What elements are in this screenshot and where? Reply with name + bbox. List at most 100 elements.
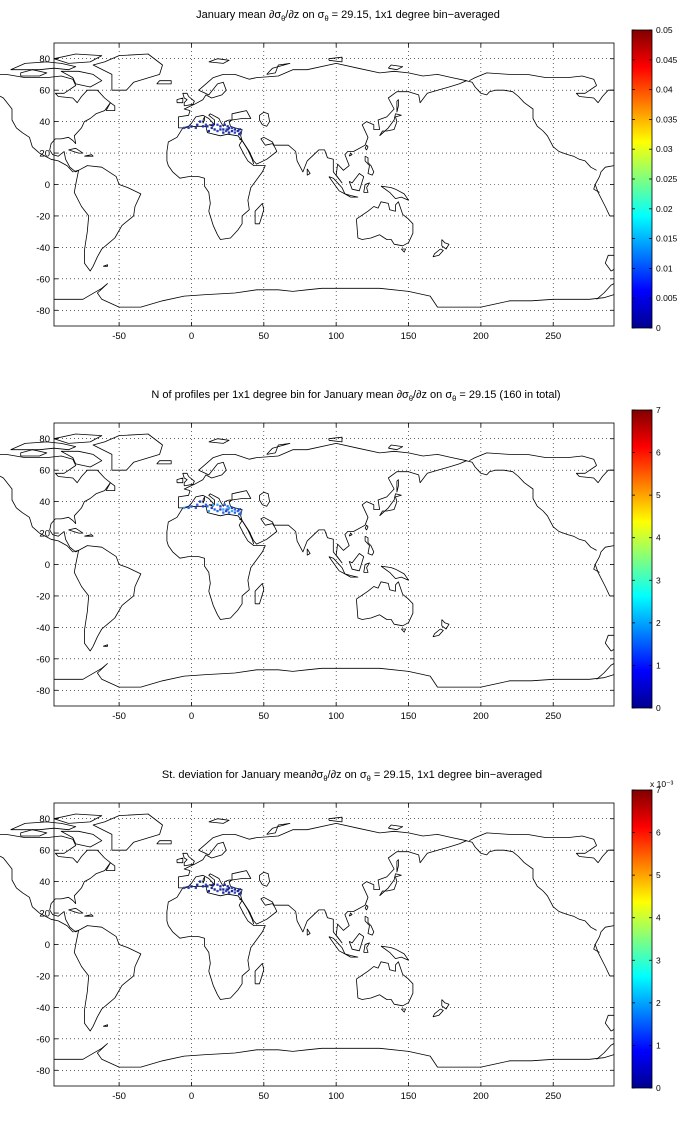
bin-cell [222, 508, 225, 511]
coastline-svalbard [208, 438, 230, 444]
y-tick-label: -80 [36, 686, 50, 697]
y-tick-label: 80 [39, 814, 50, 825]
x-tick-label: 150 [401, 331, 417, 342]
bin-cell [210, 126, 213, 130]
colorbar-tick-label: 0 [656, 1083, 661, 1093]
coastline-sumatra [328, 936, 346, 955]
x-tick-label: 250 [545, 711, 561, 722]
bin-cell [216, 883, 219, 886]
bin-cell [227, 131, 231, 134]
coastline-taiwan [364, 904, 369, 911]
coastline-hainan [348, 912, 353, 917]
coastline-hudson-east [576, 845, 614, 864]
y-tick-label: -80 [36, 1066, 50, 1077]
bin-cell [238, 128, 241, 131]
coastline-new-zealand-north [441, 999, 450, 1010]
coastline-eurasia [177, 823, 467, 944]
colorbar-tick-label: 2 [656, 618, 661, 628]
y-tick-label: -40 [36, 1003, 50, 1014]
coastline-cuba [68, 527, 84, 534]
y-tick-label: 20 [39, 909, 50, 920]
coastlines [0, 53, 615, 308]
coastline-great-britain [182, 852, 195, 867]
x-tick-label: 50 [259, 711, 270, 722]
y-tick-label: 40 [39, 117, 50, 128]
map-axes: -50 0 50 100 150 200 250 -80 -60 -40 -20 0 20 40 60 80 [0, 422, 615, 722]
coastline-hainan [348, 532, 353, 537]
coastline-new-siberian-islands [388, 64, 404, 71]
colorbar-exponent: x 10⁻³ [650, 779, 674, 789]
coastline-tasmania [401, 628, 407, 633]
coastline-novaya-zemlya [266, 823, 291, 835]
y-tick-label: -80 [36, 306, 50, 317]
y-tick-label: 60 [39, 86, 50, 97]
coastline-caspian-sea [259, 111, 271, 127]
binned-cells [183, 500, 242, 516]
bin-cell [219, 505, 222, 508]
coastline-baffin [60, 70, 103, 88]
colorbar-tick-label: 0 [656, 323, 661, 333]
bin-cell [226, 508, 229, 511]
coastline-south-tip [604, 634, 615, 652]
coastline-andes-east [593, 925, 615, 953]
x-tick-label: 150 [401, 711, 417, 722]
bin-cell [230, 126, 234, 130]
coastline-antarctic-peninsula-east [596, 1043, 615, 1060]
coastline-novaya-zemlya [266, 63, 291, 75]
coastline-greenland [92, 813, 163, 851]
bin-cell [227, 126, 231, 130]
x-tick-label: 50 [259, 1091, 270, 1102]
bin-cell [183, 126, 186, 130]
coastline-south-america [73, 925, 142, 1032]
colorbar-tick-label: 1 [656, 660, 661, 670]
y-tick-label: 40 [39, 877, 50, 888]
bin-cell [238, 508, 241, 511]
x-tick-label: -50 [112, 1091, 126, 1102]
y-tick-label: -40 [36, 243, 50, 254]
coastline-borneo [348, 553, 365, 572]
colorbar-tick-label: 4 [656, 913, 661, 923]
coastline-north-america [0, 834, 111, 933]
coastline-new-zealand-south [432, 1008, 444, 1018]
bin-cell [219, 125, 222, 128]
x-tick-label: -50 [112, 331, 126, 342]
coastline-taiwan [364, 144, 369, 151]
coastline-new-guinea [380, 185, 409, 201]
coastline-taiwan [364, 524, 369, 531]
coastline-hispaniola [84, 154, 94, 157]
panel-mean-gradient: January mean ∂σθ/∂z on σθ = 29.15, 1x1 d… [0, 9, 678, 342]
coastline-black-sea [231, 870, 252, 881]
colorbar-tick-label: 2 [656, 998, 661, 1008]
bin-cell [233, 888, 237, 891]
coastline-ellesmere [53, 53, 103, 64]
bin-cell [183, 886, 186, 890]
bin-cell [226, 505, 229, 508]
bin-cell [213, 128, 216, 131]
y-tick-label: 0 [45, 560, 50, 571]
x-tick-label: 0 [189, 331, 194, 342]
coastline-baffin [60, 450, 103, 468]
bin-cell [225, 889, 228, 893]
coastline-madagascar [254, 583, 265, 605]
bin-cell [236, 129, 239, 133]
y-tick-label: -60 [36, 274, 50, 285]
coastline-greenland [92, 53, 163, 91]
bin-cell [236, 509, 239, 513]
coastline-iceland [156, 840, 172, 845]
bin-cell [216, 123, 219, 126]
panel-profile-count: N of profiles per 1x1 degree bin for Jan… [0, 389, 661, 722]
bin-cell [230, 509, 234, 513]
bin-cell [216, 509, 219, 513]
coastline-hudson-east [576, 85, 614, 104]
coastline-black-sea [231, 110, 252, 121]
colorbar-tick-label: 0.01 [656, 263, 673, 273]
coastline-sumatra [328, 556, 346, 575]
coastline-victoria-island [20, 69, 48, 77]
coastline-newfoundland [105, 482, 116, 492]
bin-cell [227, 511, 231, 514]
bin-cell [206, 505, 209, 508]
coastline-new-siberian-islands [388, 824, 404, 831]
bin-cell [233, 128, 237, 131]
coastline-novaya-zemlya [266, 442, 291, 455]
